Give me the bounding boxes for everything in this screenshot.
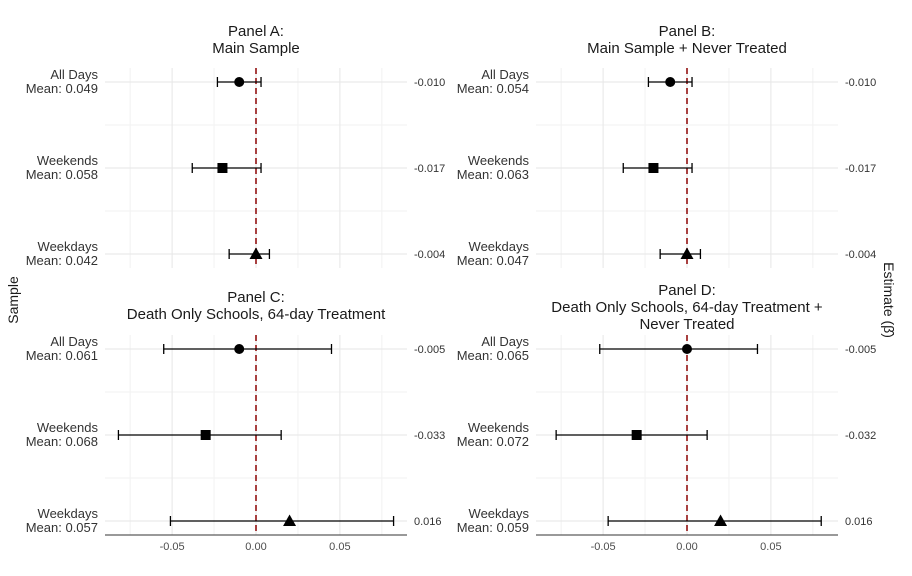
point-square <box>217 163 228 173</box>
estimate-label: -0.033 <box>414 430 445 442</box>
point-circle <box>682 344 692 354</box>
panel-title: Death Only Schools, 64-day Treatment + <box>551 299 823 316</box>
row-name-label: Weekdays <box>469 239 530 254</box>
panel-d: Panel D:Death Only Schools, 64-day Treat… <box>457 282 876 553</box>
row-name-label: Weekdays <box>38 239 99 254</box>
row-mean-label: Mean: 0.057 <box>26 520 98 535</box>
estimate-label: -0.017 <box>845 163 876 175</box>
estimate-label: -0.010 <box>414 77 445 89</box>
panel-c: Panel C:Death Only Schools, 64-day Treat… <box>26 289 445 553</box>
row-mean-label: Mean: 0.047 <box>457 253 529 268</box>
row-name-label: Weekends <box>37 420 99 435</box>
row-mean-label: Mean: 0.068 <box>26 434 98 449</box>
point-square <box>648 163 659 173</box>
point-circle <box>234 344 245 354</box>
point-triangle <box>714 514 728 526</box>
row-name-label: All Days <box>481 334 529 349</box>
row-name-label: Weekends <box>468 420 530 435</box>
row-name-label: Weekdays <box>469 506 530 521</box>
estimate-label: -0.017 <box>414 163 445 175</box>
row-name-label: All Days <box>50 334 98 349</box>
panel-title: Main Sample + Never Treated <box>587 40 787 57</box>
row-name-label: All Days <box>50 67 98 82</box>
y-axis-title: Sample <box>5 276 21 324</box>
row-name-label: Weekends <box>468 153 530 168</box>
point-circle <box>665 77 676 87</box>
estimate-label: -0.004 <box>414 249 445 261</box>
point-square <box>200 430 211 440</box>
row-mean-label: Mean: 0.063 <box>457 167 529 182</box>
panel-b: Panel B:Main Sample + Never Treated All D… <box>457 23 876 268</box>
x-tick-label: 0.05 <box>760 541 781 553</box>
row-name-label: Weekdays <box>38 506 99 521</box>
estimate-label: -0.005 <box>845 344 876 356</box>
row-name-label: Weekends <box>37 153 99 168</box>
estimate-label: 0.016 <box>845 516 873 528</box>
row-mean-label: Mean: 0.049 <box>26 81 98 96</box>
point-square <box>631 430 642 440</box>
panel-title: Panel B: <box>659 23 716 40</box>
estimate-label: 0.016 <box>414 516 442 528</box>
row-name-label: All Days <box>481 67 529 82</box>
panel-title: Death Only Schools, 64-day Treatment <box>127 306 386 323</box>
estimate-label: -0.005 <box>414 344 445 356</box>
x-tick-label: 0.00 <box>245 541 266 553</box>
x-tick-label: -0.05 <box>160 541 185 553</box>
row-mean-label: Mean: 0.058 <box>26 167 98 182</box>
panel-title: Panel A: <box>228 23 284 40</box>
estimate-label: -0.004 <box>845 249 876 261</box>
row-mean-label: Mean: 0.065 <box>457 348 529 363</box>
row-mean-label: Mean: 0.054 <box>457 81 529 96</box>
panel-title: Never Treated <box>639 316 734 333</box>
row-mean-label: Mean: 0.061 <box>26 348 98 363</box>
panel-title: Panel D: <box>658 282 716 299</box>
row-mean-label: Mean: 0.059 <box>457 520 529 535</box>
point-triangle <box>249 247 263 259</box>
estimate-label: -0.032 <box>845 430 876 442</box>
point-circle <box>234 77 245 87</box>
row-mean-label: Mean: 0.072 <box>457 434 529 449</box>
y2-axis-title: Estimate (β̂) <box>881 262 897 338</box>
x-tick-label: -0.05 <box>591 541 616 553</box>
point-triangle <box>283 514 297 526</box>
x-tick-label: 0.00 <box>676 541 697 553</box>
point-triangle <box>680 247 694 259</box>
x-tick-label: 0.05 <box>329 541 350 553</box>
estimate-label: -0.010 <box>845 77 876 89</box>
row-mean-label: Mean: 0.042 <box>26 253 98 268</box>
panel-title: Main Sample <box>212 40 300 57</box>
panel-title: Panel C: <box>227 289 285 306</box>
